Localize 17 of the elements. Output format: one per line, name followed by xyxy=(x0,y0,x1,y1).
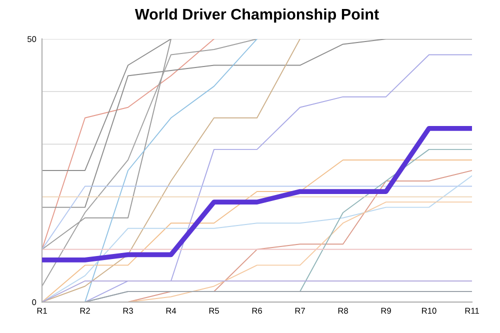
line-series xyxy=(42,126,472,262)
x-tick-label: R10 xyxy=(422,308,436,314)
x-tick-label: R6 xyxy=(252,308,262,314)
chart-title: World Driver Championship Point xyxy=(134,8,379,23)
y-tick-label: 0 xyxy=(32,299,36,306)
x-tick-label: R1 xyxy=(37,308,47,314)
x-tick-label: R5 xyxy=(209,308,219,314)
x-tick-label: R3 xyxy=(123,308,133,314)
line-series xyxy=(42,38,214,250)
x-tick-label: R7 xyxy=(295,308,305,314)
x-tick-label: R9 xyxy=(381,308,391,314)
y-tick-label: 50 xyxy=(28,36,36,42)
x-tick-label: R11 xyxy=(465,308,479,314)
line-series xyxy=(42,38,472,208)
x-tick-label: R4 xyxy=(166,308,176,314)
x-tick-label: R8 xyxy=(338,308,348,314)
x-tick-label: R2 xyxy=(80,308,90,314)
